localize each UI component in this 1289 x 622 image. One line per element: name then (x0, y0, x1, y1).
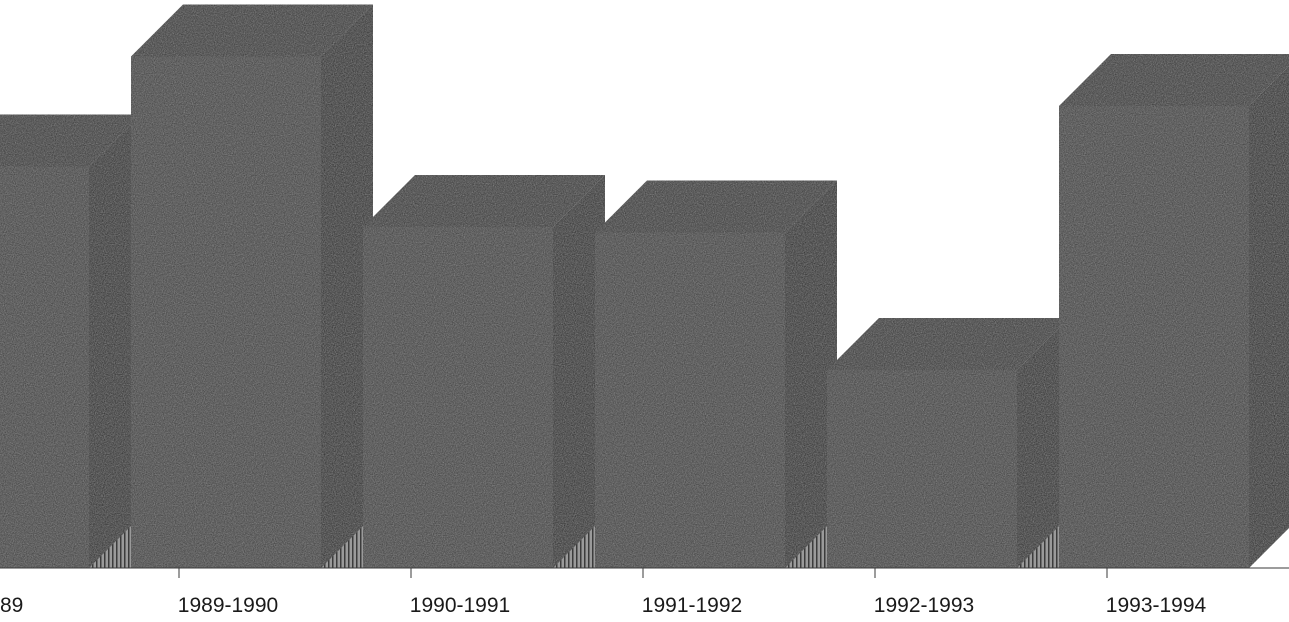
bar-front (1059, 106, 1249, 568)
bar-front (131, 56, 321, 568)
bar-top (1059, 54, 1289, 106)
bar-side (1017, 318, 1069, 568)
bar-front (363, 227, 553, 568)
bar-side (553, 175, 605, 568)
bars (0, 4, 1289, 568)
bar-front (827, 370, 1017, 568)
bar-top (363, 175, 605, 227)
bar (0, 114, 141, 568)
x-tick-label: 1989-1990 (178, 594, 278, 617)
bar-top (595, 180, 837, 233)
x-tick-labels: 89 1989-1990 1990-1991 1991-1992 1992-1993 19… (0, 594, 1207, 617)
bar-top (827, 318, 1069, 370)
bar-front (595, 232, 785, 568)
bar-side (785, 180, 837, 568)
x-axis (0, 567, 1289, 578)
bar (131, 4, 373, 568)
bar-side (321, 4, 373, 568)
bar (595, 180, 837, 568)
x-tick-label: 1992-1993 (874, 594, 974, 617)
x-tick-label: 1993-1994 (1106, 594, 1207, 617)
bar-top (131, 4, 373, 57)
bar-top (0, 114, 141, 167)
x-tick-label: 89 (0, 594, 23, 617)
x-tick-label: 1991-1992 (642, 594, 742, 617)
bar (363, 175, 605, 568)
x-tick-label: 1990-1991 (410, 594, 510, 617)
bar (1059, 54, 1289, 568)
bar-side (1249, 66, 1289, 568)
bar (827, 318, 1069, 568)
bar-side (89, 114, 141, 568)
bar-front (0, 166, 89, 568)
